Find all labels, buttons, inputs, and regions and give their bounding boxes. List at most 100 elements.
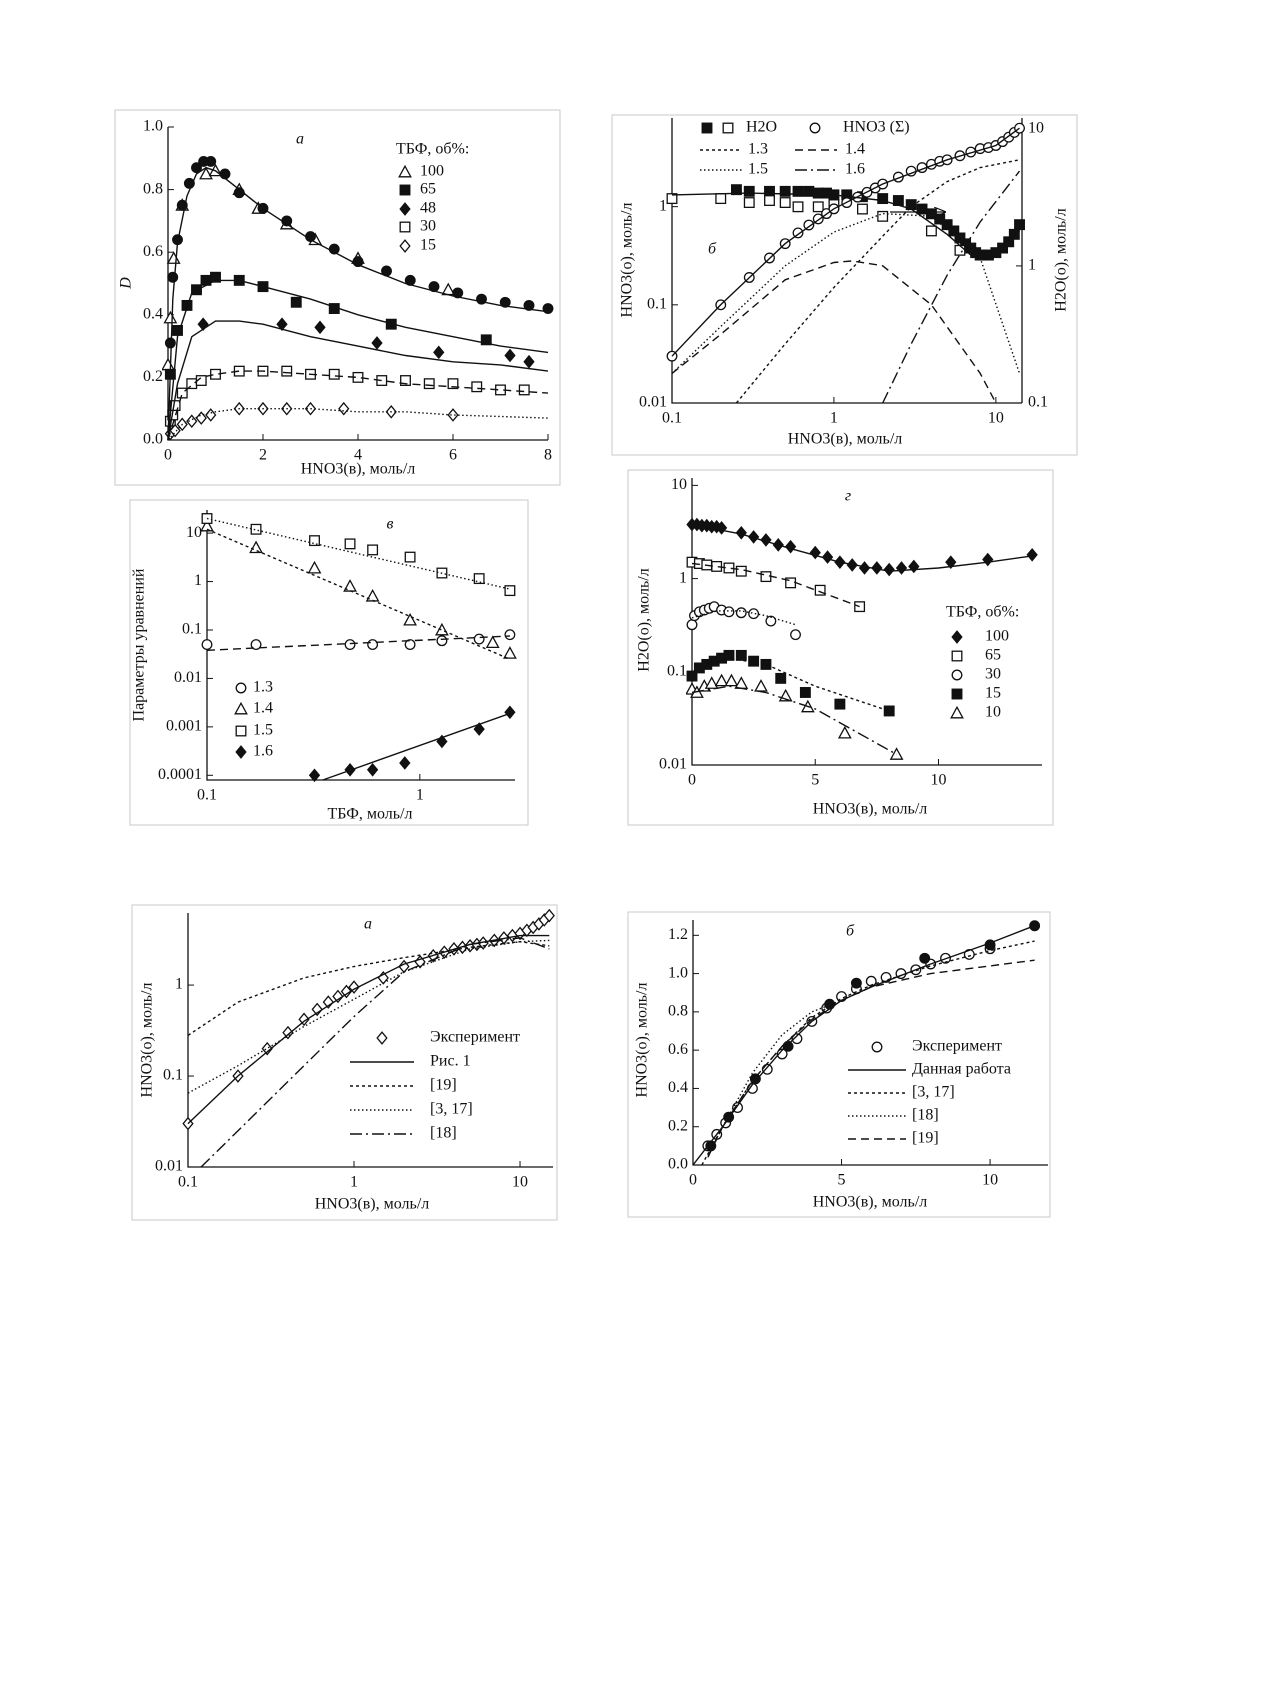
y-tick-label: 0.1 (667, 662, 687, 679)
panel-label: г (845, 488, 851, 505)
marker (883, 705, 895, 717)
legend-label: 1.4 (845, 141, 865, 158)
frame (131, 904, 558, 1221)
marker (856, 203, 868, 215)
x-tick-label: 10 (982, 1172, 998, 1189)
legend-label: 1.5 (748, 161, 768, 178)
x-tick-label: 4 (354, 447, 362, 464)
y-axis-label: D (118, 277, 135, 290)
y-tick-label: 0.8 (668, 1003, 688, 1020)
marker (186, 414, 198, 429)
marker (747, 530, 760, 544)
frame (627, 911, 1051, 1218)
y2-axis-label: H2O(o), моль/л (1053, 208, 1070, 311)
legend-marker (235, 725, 247, 737)
x-tick-label: 10 (512, 1174, 528, 1191)
marker (307, 560, 322, 574)
legend-title: ТБФ, об%: (396, 141, 469, 158)
y-tick-label: 0.01 (174, 669, 202, 686)
marker (250, 639, 262, 651)
marker (164, 337, 176, 349)
marker (473, 633, 485, 645)
marker (743, 185, 755, 197)
marker (504, 348, 516, 363)
chart: 0 5 10 0.01 0.1 1 10 г HNO3(в), моль/л H2O(o), мо… (627, 469, 1054, 826)
y-tick-label: 0.001 (166, 718, 202, 735)
legend-marker (399, 221, 411, 233)
legend-label: 100 (985, 628, 1009, 645)
marker (250, 523, 262, 535)
marker (404, 551, 416, 563)
marker (982, 552, 994, 567)
marker (504, 585, 516, 597)
marker (730, 184, 742, 196)
marker (945, 555, 957, 569)
marker (163, 310, 178, 324)
marker (919, 952, 931, 964)
marker (298, 1012, 310, 1027)
series-line (691, 523, 1033, 572)
x-tick-label: 1 (416, 787, 424, 804)
y2-tick-label: 1 (1028, 257, 1036, 274)
marker (471, 381, 483, 393)
marker (715, 193, 727, 205)
legend-label: 1.4 (253, 700, 273, 717)
frame (129, 499, 529, 826)
legend-label: [3, 17] (912, 1084, 955, 1101)
legend-marker (399, 202, 411, 216)
marker (504, 629, 516, 641)
x-tick-label: 0.1 (197, 787, 217, 804)
legend-label: 1.6 (845, 161, 865, 178)
marker (433, 345, 445, 360)
series-line (691, 657, 890, 712)
x-tick-label: 10 (930, 772, 946, 789)
y-tick-label: 1.2 (668, 926, 688, 943)
legend-marker (235, 682, 247, 694)
marker (723, 649, 735, 661)
marker (506, 928, 519, 943)
marker (854, 601, 866, 613)
marker (328, 368, 340, 380)
marker (748, 608, 760, 620)
y-tick-label: 1 (679, 569, 687, 586)
y-tick-label: 1 (175, 976, 183, 993)
series-line (167, 279, 549, 441)
legend-marker (951, 630, 963, 644)
marker (485, 635, 500, 649)
panel-label: б (708, 241, 717, 258)
marker (399, 756, 411, 770)
legend-label: 10 (985, 704, 1001, 721)
y-tick-label: 0.6 (668, 1041, 688, 1058)
marker (1014, 122, 1025, 134)
plot-area (692, 920, 1041, 1166)
series-line (167, 370, 549, 441)
marker (344, 639, 356, 651)
legend-marker (399, 184, 411, 196)
legend-label: 1.3 (253, 679, 273, 696)
legend-marker (701, 122, 713, 134)
legend-marker (234, 701, 248, 715)
y-tick-label: 0.2 (668, 1117, 688, 1134)
marker (308, 768, 321, 783)
marker (435, 622, 449, 636)
series-line (167, 408, 549, 441)
marker (169, 423, 181, 438)
legend-label: Эксперимент (430, 1029, 520, 1046)
marker (754, 679, 768, 692)
marker (205, 408, 217, 422)
y-tick-label: 0.01 (639, 394, 667, 411)
marker (499, 296, 511, 308)
legend-label: 65 (985, 647, 1001, 664)
x-tick-label: 1 (350, 1174, 358, 1191)
marker (309, 535, 320, 547)
marker (821, 550, 834, 564)
series-line (187, 940, 550, 1036)
x-axis-label: HNO3(в), моль/л (788, 431, 903, 448)
legend-marker (951, 688, 963, 700)
plot-area (182, 908, 555, 1168)
marker (790, 629, 801, 641)
marker (348, 980, 360, 994)
legend-marker (376, 1031, 388, 1045)
